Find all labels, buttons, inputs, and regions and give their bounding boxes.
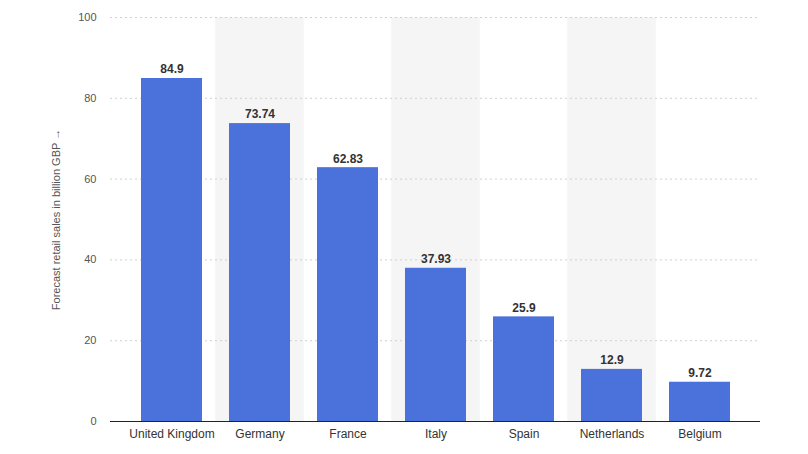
svg-text:100: 100 [78, 11, 96, 23]
svg-text:25.9: 25.9 [512, 301, 536, 315]
svg-text:73.74: 73.74 [245, 107, 275, 121]
svg-text:Belgium: Belgium [678, 427, 721, 441]
svg-text:Forecast retail sales in billi: Forecast retail sales in billion GBP → [50, 129, 62, 310]
svg-text:Germany: Germany [235, 427, 284, 441]
svg-text:Italy: Italy [425, 427, 447, 441]
svg-text:60: 60 [84, 173, 96, 185]
svg-text:12.9: 12.9 [600, 353, 624, 367]
svg-text:0: 0 [90, 415, 96, 427]
svg-text:Spain: Spain [509, 427, 540, 441]
svg-text:France: France [329, 427, 367, 441]
svg-text:20: 20 [84, 334, 96, 346]
svg-text:40: 40 [84, 253, 96, 265]
svg-text:United Kingdom: United Kingdom [129, 427, 214, 441]
svg-text:62.83: 62.83 [333, 152, 363, 166]
svg-text:84.9: 84.9 [160, 62, 184, 76]
svg-text:80: 80 [84, 92, 96, 104]
svg-text:9.72: 9.72 [688, 366, 712, 380]
svg-text:Netherlands: Netherlands [580, 427, 645, 441]
svg-text:37.93: 37.93 [421, 252, 451, 266]
